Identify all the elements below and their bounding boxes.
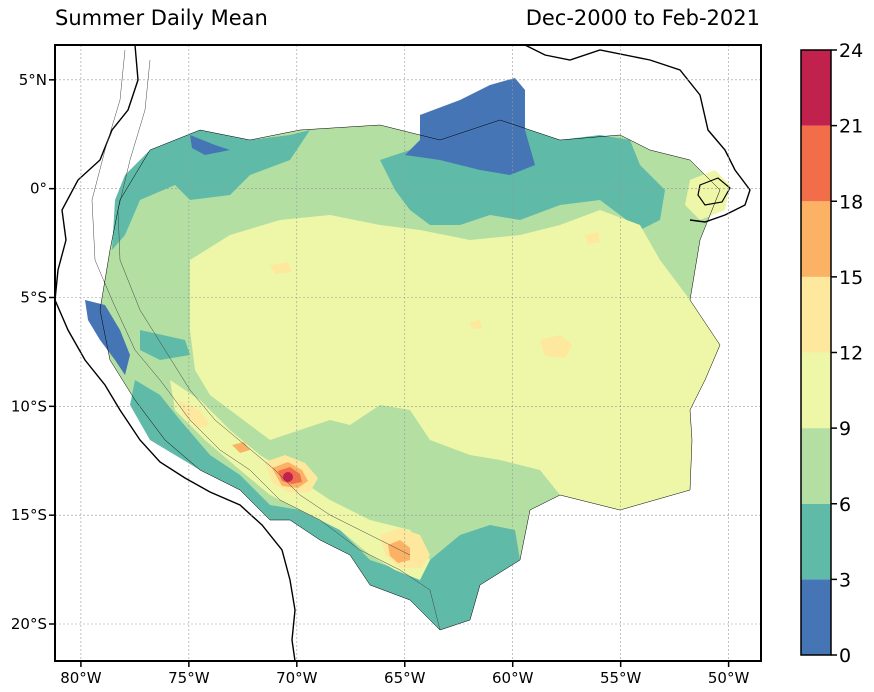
colorbar-segment (801, 50, 831, 126)
map-title: Summer Daily Mean (55, 6, 268, 30)
colorbar-segment (801, 352, 831, 429)
warm-spot-central-1 (540, 335, 572, 358)
colorbar-segment (801, 428, 831, 504)
colorbar-label: 15 (839, 267, 863, 289)
graticule (55, 45, 761, 661)
lat-label: 0° (30, 180, 47, 198)
warm-spot-peru-small (232, 442, 250, 453)
lat-label: 5°N (19, 71, 47, 89)
north-blue-zone (405, 78, 535, 175)
lat-label: 20°S (11, 615, 47, 633)
basin-outline (99, 119, 721, 631)
warm-spot-central-3 (270, 262, 292, 274)
warm-spot-cusco-core (283, 472, 293, 482)
coastline-west (55, 45, 296, 661)
west-teal-patch (140, 330, 190, 360)
latitude-axis: 5°N 0° 5°S 10°S 15°S 20°S (11, 71, 55, 633)
andes-blue-zone (85, 300, 130, 375)
lon-label: 65°W (384, 669, 426, 687)
colorbar-label: 0 (839, 645, 851, 667)
lat-label: 5°S (20, 288, 47, 306)
map-frame (54, 44, 762, 662)
lon-label: 60°W (492, 669, 534, 687)
lon-label: 80°W (60, 669, 102, 687)
colorbar-label: 21 (839, 116, 863, 138)
lat-label: 10°S (11, 397, 47, 415)
central-yellow-zone (190, 210, 720, 510)
lon-label: 70°W (276, 669, 318, 687)
east-yellow-coast (685, 170, 730, 220)
warm-spot-andes-strip (178, 400, 210, 428)
colorbar-segment (801, 276, 831, 353)
colorbar-label: 12 (839, 343, 863, 365)
warm-spot-central-4 (470, 320, 482, 329)
colorbar-label: 9 (839, 418, 851, 440)
lon-label: 75°W (168, 669, 210, 687)
longitude-axis: 80°W 75°W 70°W 65°W 60°W 55°W 50°W (60, 661, 749, 687)
colorbar-segment (801, 125, 831, 202)
guiana-blue-patch (190, 135, 230, 155)
north-teal-band (112, 130, 310, 250)
colorbar-segment (801, 201, 831, 277)
colorbar-label: 6 (839, 494, 851, 516)
colorbar-label: 18 (839, 191, 863, 213)
andes-contour-lines-2 (117, 59, 411, 556)
coastline-marajo (697, 177, 731, 206)
colorbar: 0 3 6 9 12 15 18 21 24 (800, 40, 863, 667)
colorbar-segment (801, 503, 831, 580)
colorbar-label: 3 (839, 569, 851, 591)
lat-label: 15°S (11, 506, 47, 524)
lon-label: 50°W (708, 669, 750, 687)
colorbar-segment (801, 579, 831, 655)
period-label: Dec-2000 to Feb-2021 (525, 6, 760, 30)
andes-contour-lines (91, 49, 441, 631)
lon-label: 55°W (600, 669, 642, 687)
colorbar-label: 24 (839, 40, 863, 62)
warm-spot-central-2 (585, 232, 600, 244)
map-area (55, 45, 751, 661)
coastline-north (524, 45, 751, 223)
